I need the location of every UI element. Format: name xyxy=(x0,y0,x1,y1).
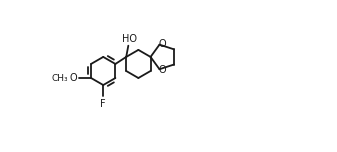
Text: O: O xyxy=(69,73,77,83)
Text: O: O xyxy=(158,39,166,49)
Text: O: O xyxy=(158,65,166,75)
Text: F: F xyxy=(100,99,106,109)
Text: CH₃: CH₃ xyxy=(52,74,68,83)
Text: HO: HO xyxy=(122,34,136,44)
